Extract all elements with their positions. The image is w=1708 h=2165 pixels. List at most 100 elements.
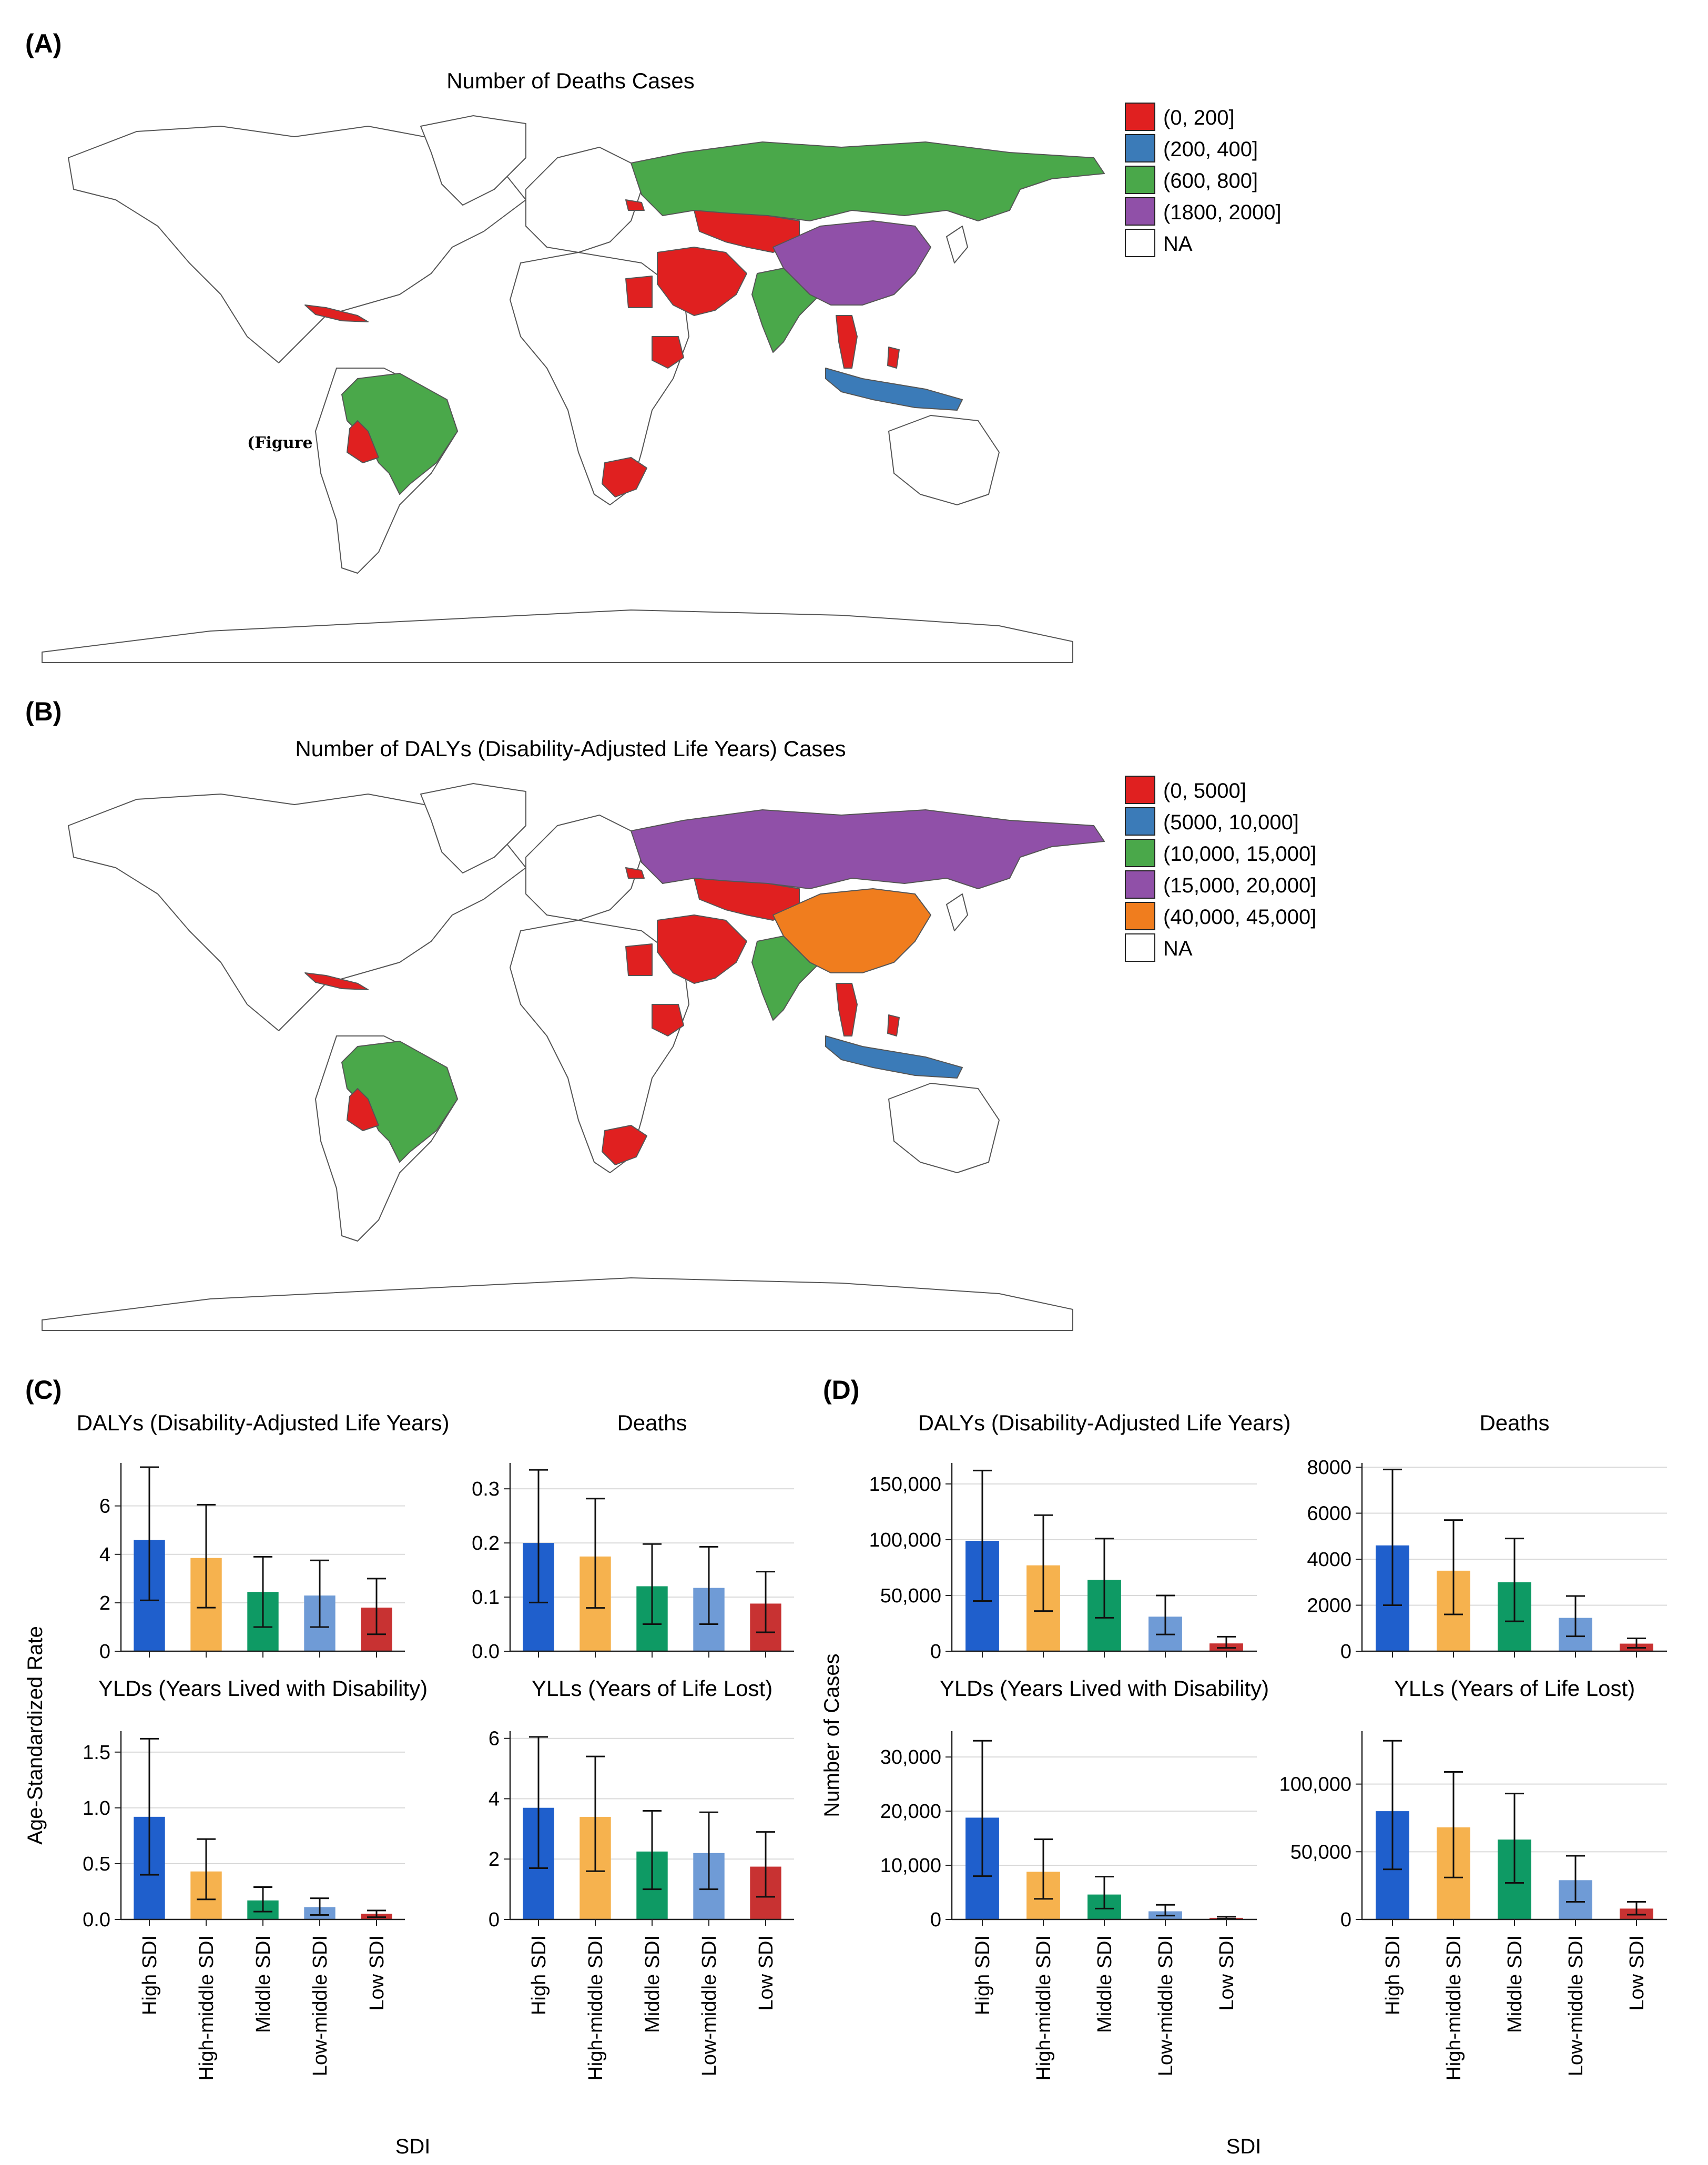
x-tick-label: Low-middle SDI bbox=[1155, 1935, 1177, 2076]
map-south-africa bbox=[602, 457, 647, 497]
legend-b-label-5: NA bbox=[1163, 937, 1193, 960]
legend-b-label-1: (5000, 10,000] bbox=[1163, 811, 1299, 834]
y-tick-label: 0 bbox=[930, 1641, 941, 1663]
panel-d-xlabel: SDI bbox=[1226, 2135, 1262, 2158]
subplot-3: YLLs (Years of Life Lost) 0 2 4 6 High SDI Hig… bbox=[489, 1676, 794, 2081]
world-map-b bbox=[42, 783, 1105, 1331]
map-caucasus bbox=[625, 867, 645, 879]
panel-b-title: Number of DALYs (Disability-Adjusted Lif… bbox=[295, 736, 846, 761]
x-tick-label: Middle SDI bbox=[252, 1935, 274, 2033]
panel-a-label: (A) bbox=[25, 29, 62, 58]
map-ethiopia bbox=[652, 336, 684, 369]
x-tick-label: Low-middle SDI bbox=[698, 1935, 720, 2076]
legend-b-label-4: (40,000, 45,000] bbox=[1163, 906, 1316, 929]
legend-a-swatch-2 bbox=[1125, 166, 1155, 194]
y-tick-label: 0.0 bbox=[472, 1641, 500, 1663]
map-south-africa bbox=[602, 1125, 647, 1165]
legend-a-swatch-0 bbox=[1125, 103, 1155, 131]
map-philippines bbox=[887, 1014, 900, 1036]
y-tick-label: 1.0 bbox=[83, 1797, 110, 1820]
y-tick-label: 30,000 bbox=[880, 1746, 941, 1768]
map-japan bbox=[946, 226, 968, 263]
map-indonesia bbox=[825, 368, 963, 411]
subplot-title: YLLs (Years of Life Lost) bbox=[1394, 1676, 1635, 1701]
y-tick-label: 2 bbox=[99, 1592, 110, 1614]
map-indonesia bbox=[825, 1035, 963, 1079]
y-tick-label: 100,000 bbox=[1279, 1774, 1351, 1796]
legend-b: (0, 5000] (5000, 10,000] (10,000, 15,000… bbox=[1125, 776, 1316, 962]
x-tick-label: Low SDI bbox=[1626, 1935, 1648, 2011]
map-middle-east bbox=[657, 247, 747, 316]
y-tick-label: 0 bbox=[1340, 1909, 1351, 1931]
panel-c-ylabel: Age-Standardized Rate bbox=[24, 1626, 47, 1845]
map-europe bbox=[525, 815, 642, 921]
x-tick-label: Low-middle SDI bbox=[309, 1935, 331, 2076]
legend-b-swatch-4 bbox=[1125, 902, 1155, 930]
legend-a-label-2: (600, 800] bbox=[1163, 169, 1258, 192]
legend-a-swatch-4 bbox=[1125, 229, 1155, 257]
map-japan bbox=[946, 893, 968, 931]
y-tick-label: 150,000 bbox=[869, 1473, 941, 1496]
legend-a-label-4: NA bbox=[1163, 232, 1193, 256]
map-antarctica bbox=[42, 1277, 1073, 1331]
subplot-title: YLDs (Years Lived with Disability) bbox=[940, 1676, 1269, 1701]
legend-a-swatch-1 bbox=[1125, 134, 1155, 162]
subplot-title: DALYs (Disability-Adjusted Life Years) bbox=[918, 1410, 1291, 1435]
map-philippines bbox=[887, 347, 900, 369]
subplot-4: DALYs (Disability-Adjusted Life Years) 0 5… bbox=[869, 1410, 1291, 1663]
subplot-title: Deaths bbox=[617, 1410, 687, 1435]
legend-a-swatch-3 bbox=[1125, 197, 1155, 226]
map-north-america bbox=[68, 794, 526, 1031]
y-tick-label: 100,000 bbox=[869, 1529, 941, 1551]
subplot-0: DALYs (Disability-Adjusted Life Years) 0 2… bbox=[77, 1410, 450, 1663]
x-tick-label: High SDI bbox=[972, 1935, 994, 2015]
legend-a-label-1: (200, 400] bbox=[1163, 138, 1258, 161]
legend-b-swatch-1 bbox=[1125, 807, 1155, 836]
map-brazil bbox=[341, 1041, 458, 1163]
y-tick-label: 20,000 bbox=[880, 1801, 941, 1823]
y-tick-label: 1.5 bbox=[83, 1742, 110, 1764]
legend-b-label-0: (0, 5000] bbox=[1163, 779, 1246, 802]
x-tick-label: Low-middle SDI bbox=[1565, 1935, 1587, 2076]
map-bolivia bbox=[347, 420, 379, 463]
y-tick-label: 0 bbox=[489, 1909, 500, 1931]
map-ethiopia bbox=[652, 1004, 684, 1036]
legend-b-swatch-3 bbox=[1125, 870, 1155, 899]
legend-a-label-0: (0, 200] bbox=[1163, 106, 1235, 129]
y-tick-label: 4000 bbox=[1307, 1549, 1351, 1571]
map-china bbox=[772, 888, 931, 973]
subplot-6: YLDs (Years Lived with Disability) 0 10,00… bbox=[880, 1676, 1269, 2081]
map-china bbox=[772, 220, 931, 306]
map-brazil bbox=[341, 373, 458, 495]
map-australia bbox=[888, 1083, 1000, 1173]
map-antarctica bbox=[42, 609, 1073, 663]
map-egypt-region bbox=[625, 943, 653, 976]
y-tick-label: 6 bbox=[99, 1496, 110, 1518]
map-russia bbox=[631, 809, 1105, 889]
y-tick-label: 4 bbox=[99, 1544, 110, 1566]
legend-a: (0, 200] (200, 400] (600, 800] (1800, 20… bbox=[1125, 103, 1282, 257]
x-tick-label: Middle SDI bbox=[1094, 1935, 1116, 2033]
map-egypt-region bbox=[625, 276, 653, 308]
y-tick-label: 0.3 bbox=[472, 1478, 500, 1500]
map-middle-east bbox=[657, 914, 747, 984]
y-tick-label: 6000 bbox=[1307, 1503, 1351, 1525]
y-tick-label: 4 bbox=[489, 1788, 500, 1810]
map-se-asia bbox=[836, 983, 858, 1036]
legend-b-label-2: (10,000, 15,000] bbox=[1163, 842, 1316, 866]
map-caucasus bbox=[625, 199, 645, 211]
map-north-america bbox=[68, 126, 526, 363]
x-tick-label: Middle SDI bbox=[1504, 1935, 1526, 2033]
legend-a-label-3: (1800, 2000] bbox=[1163, 201, 1282, 224]
x-tick-label: High-middle SDI bbox=[585, 1935, 607, 2081]
world-map-a bbox=[42, 115, 1105, 663]
map-greenland bbox=[420, 783, 526, 873]
panel-b: (B) Number of DALYs (Disability-Adjusted… bbox=[25, 697, 1316, 1331]
x-tick-label: Low SDI bbox=[755, 1935, 777, 2011]
y-tick-label: 0.2 bbox=[472, 1532, 500, 1554]
y-tick-label: 2000 bbox=[1307, 1595, 1351, 1617]
map-se-asia bbox=[836, 315, 858, 369]
map-europe bbox=[525, 147, 642, 253]
y-tick-label: 0 bbox=[930, 1909, 941, 1931]
